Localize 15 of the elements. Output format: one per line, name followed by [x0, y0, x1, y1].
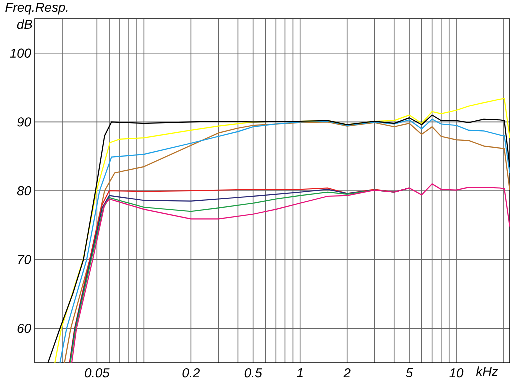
x-axis-title: kHz — [476, 366, 498, 376]
y-tick-label: 100 — [10, 48, 32, 58]
x-tick-label: 1 — [297, 368, 303, 378]
y-tick-label: 60 — [18, 324, 32, 334]
x-tick-label: 5 — [406, 368, 414, 378]
y-tick-label: 80 — [17, 186, 32, 196]
y-axis-title: dB — [17, 20, 32, 30]
y-tick-label: 90 — [18, 118, 32, 127]
x-tick-label: 10 — [450, 368, 464, 378]
x-tick-label: 0.5 — [244, 368, 262, 378]
x-tick-label: 0.05 — [85, 368, 110, 378]
chart-title: Freq.Resp. — [6, 3, 68, 15]
x-tick-label: 2 — [344, 368, 351, 378]
y-tick-label: 70 — [18, 255, 32, 264]
x-tick-label: 0.2 — [182, 368, 200, 378]
